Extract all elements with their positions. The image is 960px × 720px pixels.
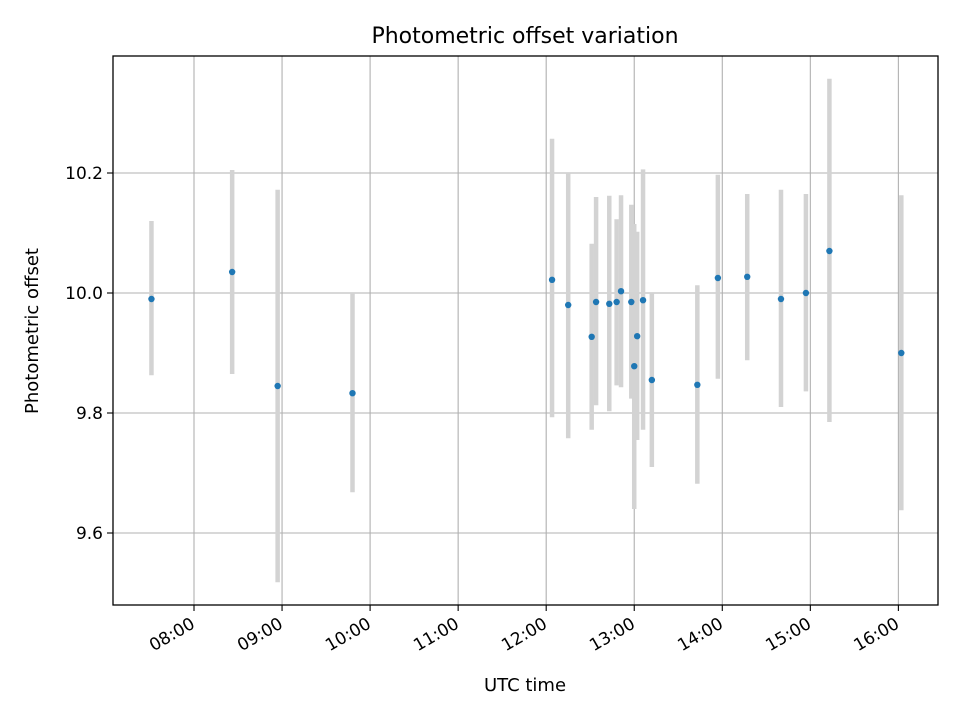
x-axis-label: UTC time: [484, 675, 566, 696]
data-point: [714, 274, 722, 282]
y-tick-label: 9.6: [76, 524, 103, 544]
data-point: [592, 298, 600, 306]
y-tick-label: 10.0: [65, 284, 103, 304]
data-point: [613, 298, 620, 306]
data-points: [148, 247, 905, 397]
data-point: [777, 295, 785, 303]
data-point: [148, 295, 155, 303]
data-point: [744, 273, 751, 280]
data-point: [628, 298, 635, 306]
y-axis-ticks: 9.6 9.8 10.0 10.2: [65, 164, 113, 544]
data-point: [349, 390, 356, 397]
plot-frame: [112, 55, 939, 606]
y-tick-label: 10.2: [65, 164, 103, 184]
data-point: [694, 381, 701, 388]
data-point: [898, 349, 905, 357]
data-point: [802, 289, 810, 297]
chart-title: Photometric offset variation: [371, 24, 678, 49]
data-point: [606, 300, 613, 307]
data-point: [633, 333, 641, 340]
y-tick-label: 9.8: [76, 404, 103, 424]
data-point: [648, 376, 656, 384]
data-point: [617, 288, 625, 295]
y-axis-label: Photometric offset: [22, 248, 43, 414]
data-point: [639, 297, 647, 304]
data-point: [228, 268, 236, 276]
data-point: [565, 301, 572, 309]
data-point: [588, 333, 595, 340]
data-point: [548, 276, 556, 283]
data-point: [826, 247, 833, 255]
data-point: [274, 382, 281, 390]
data-point: [631, 363, 638, 370]
